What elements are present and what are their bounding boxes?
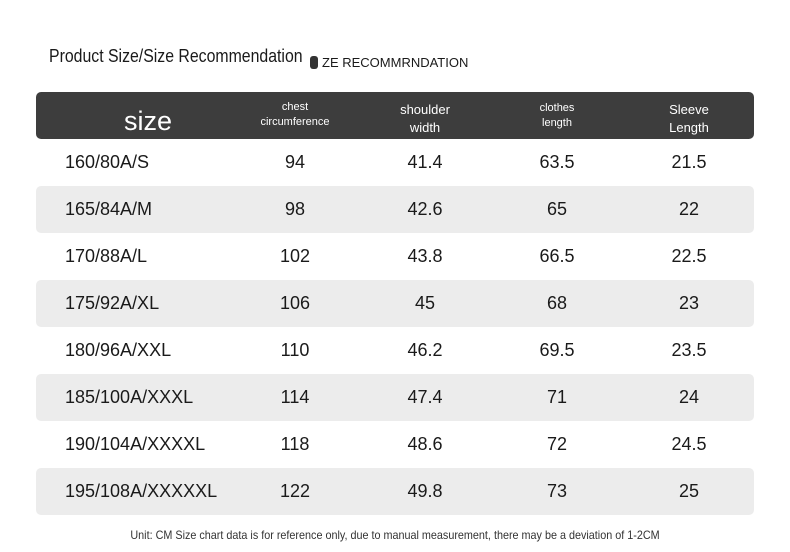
table-row [36, 468, 754, 515]
table-cell: 24.5 [671, 434, 707, 454]
table-cell: 41.4 [407, 152, 443, 172]
table-cell: 160/80A/S [65, 152, 150, 172]
table-cell: 42.6 [407, 199, 443, 219]
column-header: clothes length [539, 102, 575, 129]
table-cell: 43.8 [407, 246, 443, 266]
table-cell: 165/84A/M [65, 199, 153, 219]
table-cell: 25 [678, 481, 700, 501]
table-cell: 48.6 [407, 434, 443, 454]
table-cell: 180/96A/XXL [65, 340, 172, 360]
table-cell: 63.5 [539, 152, 575, 172]
footnote: Unit: CM Size chart data is for referenc… [130, 528, 660, 542]
title: Product Size/Size Recommendation [49, 46, 303, 66]
table-cell: 185/100A/XXXL [65, 387, 194, 407]
table-cell: 110 [280, 340, 310, 360]
table-cell: 122 [279, 481, 311, 501]
table-header [36, 92, 754, 139]
table-cell: 22 [678, 199, 700, 219]
column-header: shoulder width [400, 102, 450, 135]
table-cell: 22.5 [671, 246, 707, 266]
table-cell: 73 [546, 481, 568, 501]
table-cell: 170/88A/L [65, 246, 148, 266]
subtitle: ZE RECOMMRNDATION [322, 55, 469, 70]
table-cell: 46.2 [407, 340, 443, 360]
table-cell: 68 [546, 293, 568, 313]
table-cell: 71 [546, 387, 568, 407]
table-cell: 49.8 [407, 481, 443, 501]
table-cell: 114 [280, 387, 310, 407]
table-row [36, 280, 754, 327]
table-cell: 69.5 [539, 340, 575, 360]
table-cell: 102 [279, 246, 311, 266]
table-row [36, 374, 754, 421]
table-cell: 106 [279, 293, 311, 313]
table-cell: 98 [284, 199, 306, 219]
table-cell: 66.5 [539, 246, 575, 266]
table-cell: 23.5 [671, 340, 707, 360]
table-cell: 24 [678, 387, 700, 407]
table-cell: 72 [546, 434, 568, 454]
column-header: chest circumference [260, 101, 330, 128]
table-cell: 47.4 [407, 387, 443, 407]
table-cell: 195/108A/XXXXXL [65, 481, 218, 501]
table-cell: 21.5 [671, 152, 707, 172]
table-cell: 65 [546, 199, 568, 219]
table-row [36, 186, 754, 233]
table-cell: 190/104A/XXXXL [65, 434, 206, 454]
table-cell: 175/92A/XL [65, 293, 160, 313]
table-cell: 23 [678, 293, 700, 313]
table-cell: 118 [280, 434, 310, 454]
table-cell: 94 [284, 152, 306, 172]
column-header: Sleeve Length [669, 102, 709, 135]
table-cell: 45 [414, 293, 436, 313]
column-header: size [123, 106, 173, 136]
blob [310, 56, 318, 69]
